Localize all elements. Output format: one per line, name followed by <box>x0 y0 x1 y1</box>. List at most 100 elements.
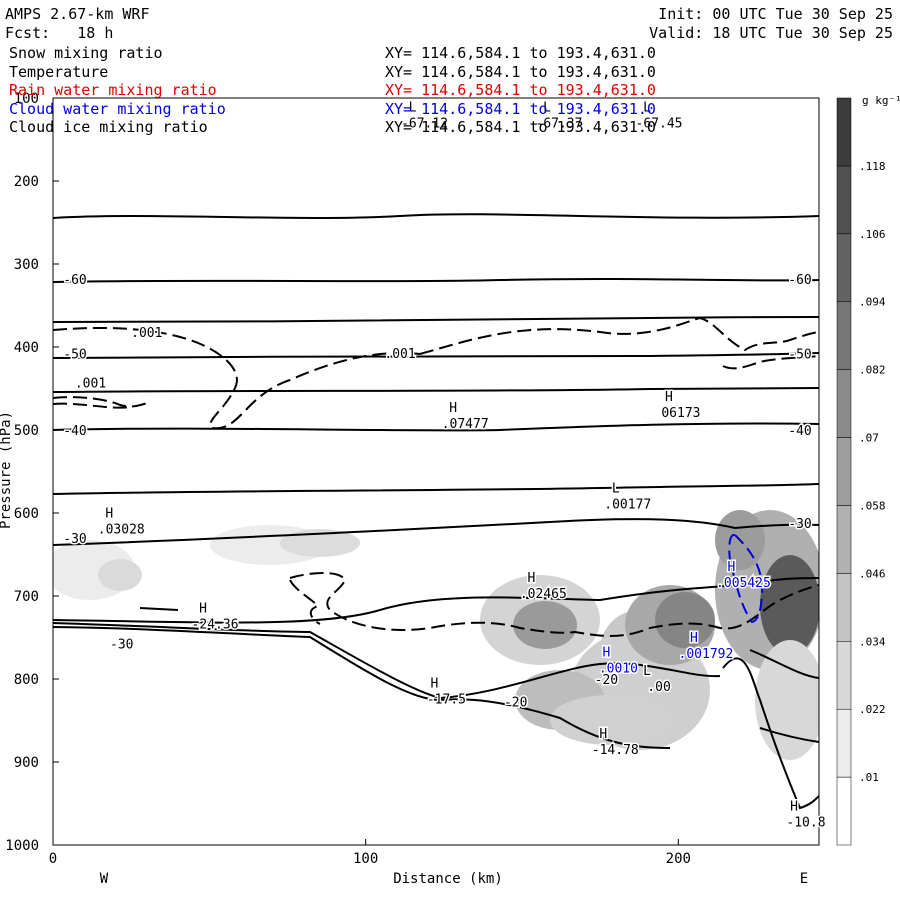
extremum-value: -14.78 <box>592 743 639 758</box>
extremum-marker: H <box>449 401 457 416</box>
isotherm-line <box>53 387 819 393</box>
temperature-label: -30 <box>110 637 133 652</box>
colorbar-tick-label: .01 <box>859 771 879 784</box>
isotherm-line <box>53 352 819 359</box>
axes: 100 200 300 400 500 600 700 800 900 1000 0 100 200 <box>5 91 691 867</box>
extremum-marker: L <box>643 664 651 679</box>
extremum-value: -24.36 <box>192 618 239 633</box>
valid-time: Valid: 18 UTC Tue 30 Sep 25 <box>649 24 893 42</box>
isotherm-line <box>53 577 819 624</box>
field-cross-section-coords: XY= 114.6,584.1 to 193.4,631.0 <box>385 81 656 99</box>
isotherm-line <box>53 483 819 495</box>
colorbar-tick-label: .022 <box>859 703 886 716</box>
isotherm-line <box>749 649 819 679</box>
snow-contour <box>289 579 321 625</box>
extremum-marker: H <box>599 727 607 742</box>
isotherm-line <box>722 657 819 810</box>
extremum-value: .00 <box>647 680 670 695</box>
colorbar-band <box>836 233 852 302</box>
extremum-marker: L <box>612 481 620 496</box>
field-name: Temperature <box>9 62 109 81</box>
extremum-marker: H <box>690 631 698 646</box>
field-cross-section-coords: XY= 114.6,584.1 to 193.4,631.0 <box>385 44 656 62</box>
east-label: E <box>800 871 808 887</box>
y-tick-label: 300 <box>14 257 39 273</box>
extremum-marker: H <box>665 390 673 405</box>
snow-contour-label: .001 <box>75 377 106 392</box>
extremum-value: .005425 <box>716 576 771 591</box>
isotherm-line <box>53 622 721 700</box>
contour-labels: -60 -60 -50 -50 -40 -40 -30 -30 -30 -20 -20 .001 .00… <box>62 99 827 832</box>
temperature-label: -20 <box>595 673 618 688</box>
cloud-water-contour <box>728 534 764 624</box>
colorbar: .01 .022 .034 .046 .058 .07 .082 .094 .106 .118 <box>836 97 886 846</box>
snow-contours <box>53 316 819 637</box>
extremum-marker: L <box>543 100 551 115</box>
extremum-value: .03028 <box>98 522 145 537</box>
isotherm-label-left: -50 <box>63 348 86 363</box>
forecast-hour: Fcst: 18 h <box>5 24 114 42</box>
field-cross-section-coords: XY= 114.6,584.1 to 193.4,631.0 <box>385 62 656 81</box>
isotherm-label-left: -30 <box>63 532 86 547</box>
y-axis-label: Pressure (hPa) <box>0 411 14 529</box>
colorbar-band <box>836 641 852 710</box>
x-axis-label: Distance (km) <box>393 871 503 887</box>
y-tick-label: 500 <box>14 423 39 439</box>
snow-contour <box>419 316 819 355</box>
snow-contour-label: .001 <box>131 326 162 341</box>
colorbar-band <box>836 437 852 506</box>
y-tick-label: 700 <box>14 589 39 605</box>
shading-blob <box>280 529 360 557</box>
colorbar-tick-label: .058 <box>859 499 886 512</box>
y-tick-label: 200 <box>14 174 39 190</box>
extremum-marker: L <box>643 100 651 115</box>
y-tick-label: 800 <box>14 672 39 688</box>
shading-blob <box>513 601 577 649</box>
shading-blob <box>655 592 715 648</box>
shading-blob <box>550 695 670 745</box>
isotherm-line <box>53 518 819 546</box>
cloud-water-contours <box>728 534 764 624</box>
isotherm-line <box>53 213 819 219</box>
extremum-marker: H <box>105 506 113 521</box>
isotherm-line <box>759 727 819 743</box>
isotherm-label-right: -50 <box>788 348 811 363</box>
extremum-value: .00177 <box>604 497 651 512</box>
extremum-marker: H <box>728 560 736 575</box>
colorbar-tick-label: .094 <box>859 296 886 309</box>
field-name: Cloud water mixing ratio <box>9 99 226 118</box>
isotherm-label-left: -40 <box>63 424 86 439</box>
model-title: AMPS 2.67-km WRF <box>5 5 150 23</box>
colorbar-units: g kg⁻¹ <box>862 94 900 107</box>
snow-contour <box>53 327 421 430</box>
extremum-value: .07477 <box>442 417 489 432</box>
plot-frame <box>52 97 820 846</box>
y-tick-label: 900 <box>14 755 39 771</box>
extremum-value: -10.8 <box>786 815 825 830</box>
isotherm-label-right: -30 <box>788 517 811 532</box>
isotherm-line <box>139 607 179 611</box>
colorbar-band <box>836 369 852 438</box>
isotherm-line <box>53 278 819 283</box>
isotherm-label-right: -40 <box>788 424 811 439</box>
isotherm-lines <box>53 213 819 810</box>
colorbar-tick-label: .034 <box>859 635 886 648</box>
y-tick-label: 1000 <box>5 838 39 854</box>
extremum-value: -67.37 <box>536 116 583 131</box>
snow-contour <box>289 572 819 637</box>
field-cross-section-coords: XY= 114.6,584.1 to 193.4,631.0 <box>385 118 656 136</box>
shading-blob <box>98 559 142 591</box>
extremum-value: -67.45 <box>636 116 683 131</box>
mixing-ratio-shading <box>53 510 819 760</box>
temperature-label: -20 <box>504 695 527 710</box>
isotherm-label-right: -60 <box>788 273 811 288</box>
extremum-value: .0010 <box>599 662 638 677</box>
extremum-marker: H <box>527 571 535 586</box>
extremum-marker: H <box>199 602 207 617</box>
colorbar-tick-label: .082 <box>859 364 886 377</box>
isotherm-label-left: -60 <box>63 273 86 288</box>
extremum-value: -17.5 <box>427 692 466 707</box>
west-label: W <box>100 871 109 887</box>
field-name: Cloud ice mixing ratio <box>9 118 208 136</box>
init-time: Init: 00 UTC Tue 30 Sep 25 <box>658 5 893 23</box>
